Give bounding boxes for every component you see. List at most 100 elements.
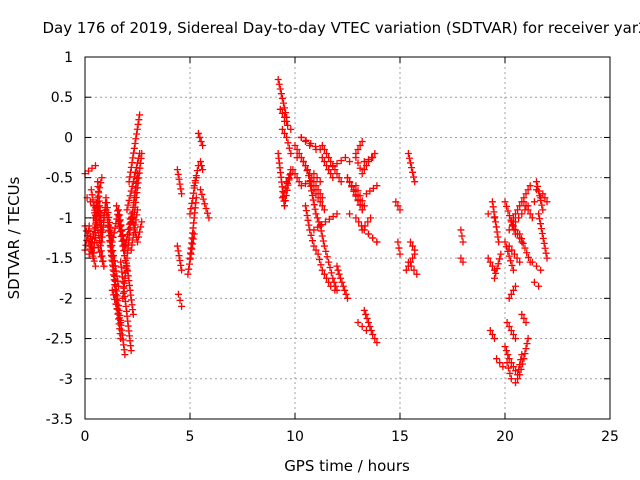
data-point	[128, 241, 136, 249]
y-tick-label: -2	[59, 291, 73, 307]
data-point	[538, 230, 546, 238]
data-point	[352, 214, 360, 222]
data-point	[348, 182, 356, 190]
data-point	[457, 254, 465, 262]
data-point	[318, 232, 326, 240]
data-point	[127, 163, 135, 171]
data-point	[513, 254, 521, 262]
data-point	[494, 260, 502, 268]
data-point	[521, 244, 529, 252]
data-point	[318, 202, 326, 210]
data-point	[354, 318, 362, 326]
data-point	[83, 236, 91, 244]
data-point	[491, 213, 499, 221]
data-point	[135, 233, 143, 241]
data-point	[297, 182, 305, 190]
data-point	[350, 186, 358, 194]
data-point	[358, 137, 366, 145]
data-point	[284, 121, 292, 129]
data-point	[325, 215, 333, 223]
data-point	[201, 200, 209, 208]
data-point	[111, 224, 119, 232]
data-point	[100, 262, 108, 270]
data-point	[356, 164, 364, 172]
data-point	[118, 237, 126, 245]
data-point	[315, 218, 323, 226]
data-point	[362, 310, 370, 318]
data-point	[458, 232, 466, 240]
data-point	[306, 226, 314, 234]
data-point	[410, 173, 418, 181]
x-tick-label: 5	[186, 429, 195, 445]
data-point	[106, 223, 114, 231]
data-point	[187, 205, 195, 213]
data-point	[535, 210, 543, 218]
data-point	[174, 290, 182, 298]
data-point	[136, 111, 144, 119]
data-point	[505, 364, 512, 372]
data-point	[317, 227, 325, 235]
data-point	[295, 150, 303, 158]
data-point	[305, 172, 313, 180]
data-point	[503, 202, 510, 210]
data-point	[333, 210, 341, 218]
data-point	[312, 146, 320, 154]
data-point	[512, 210, 519, 218]
data-point	[119, 242, 127, 250]
data-point	[512, 367, 519, 375]
x-axis-title: GPS time / hours	[284, 457, 410, 475]
data-point	[205, 214, 213, 222]
data-point	[522, 318, 530, 326]
data-point	[322, 247, 330, 255]
data-point	[534, 182, 542, 190]
data-point	[276, 85, 284, 93]
data-point	[404, 150, 412, 158]
data-point	[503, 318, 511, 326]
data-point	[512, 379, 519, 387]
data-point	[504, 207, 512, 215]
data-point	[509, 266, 517, 274]
data-point	[368, 154, 376, 162]
data-point	[459, 238, 467, 246]
data-point	[362, 162, 370, 170]
data-point	[109, 233, 117, 241]
y-tick-label: -3.5	[46, 412, 73, 428]
data-point	[528, 214, 536, 222]
data-point	[302, 162, 309, 170]
data-point	[402, 266, 410, 274]
data-point	[190, 189, 198, 197]
data-point	[346, 178, 354, 186]
data-point	[112, 220, 120, 228]
data-point	[543, 198, 551, 206]
data-point	[285, 174, 293, 182]
data-point	[176, 296, 184, 304]
data-point	[338, 278, 346, 286]
data-point	[89, 214, 97, 222]
data-point	[505, 252, 513, 260]
data-point	[539, 190, 547, 198]
data-point	[493, 355, 501, 363]
data-point	[306, 141, 314, 149]
data-point	[130, 224, 138, 232]
data-point	[311, 205, 319, 213]
data-point	[512, 335, 519, 343]
data-point	[199, 195, 207, 203]
data-point	[505, 242, 513, 250]
data-point	[507, 290, 515, 298]
data-point	[117, 318, 125, 326]
data-point	[320, 206, 328, 214]
data-point	[86, 227, 94, 235]
data-point	[520, 194, 528, 202]
data-point	[341, 286, 349, 294]
data-point	[539, 234, 547, 242]
data-point	[329, 174, 337, 182]
data-point	[360, 306, 368, 314]
data-point	[507, 327, 515, 335]
data-point	[185, 260, 193, 268]
data-point	[533, 262, 540, 270]
data-point	[335, 270, 343, 278]
data-point	[174, 247, 182, 255]
data-point	[492, 223, 500, 231]
data-point	[536, 220, 544, 228]
data-point	[186, 210, 194, 218]
